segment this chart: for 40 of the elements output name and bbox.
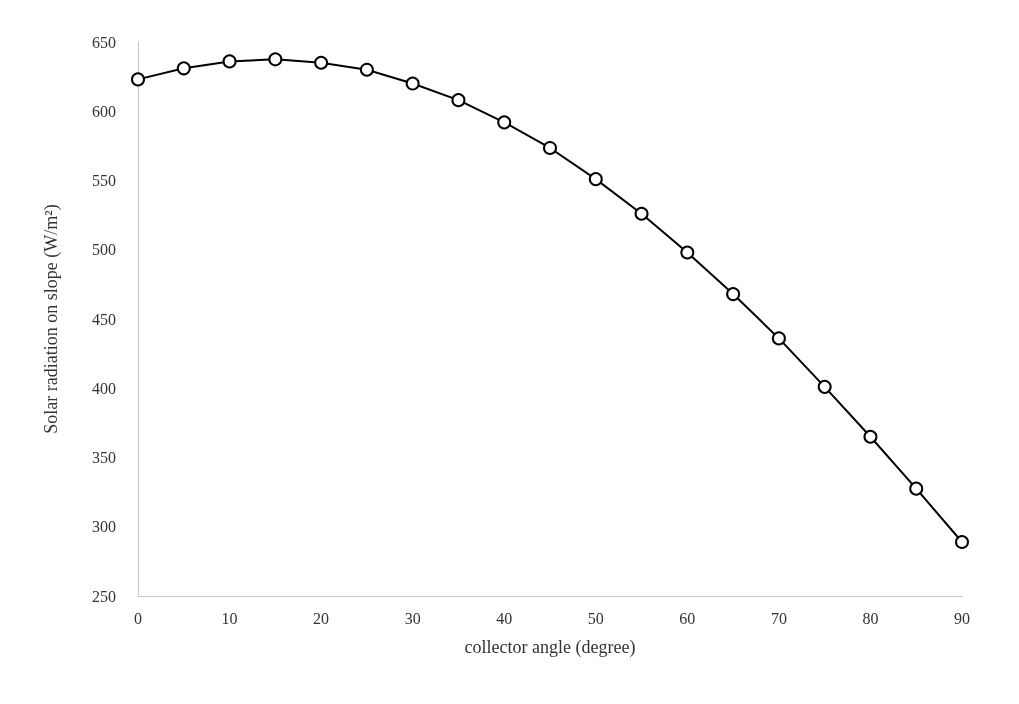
point (863, 429, 878, 444)
y-tick-label: 650 (92, 33, 116, 51)
point (909, 481, 924, 496)
x-tick-label: 20 (313, 609, 330, 627)
y-axis-title: Solar radiation on slope (W/m²) (41, 204, 62, 434)
y-tick-label: 350 (92, 449, 116, 466)
y-tick-label: 500 (92, 241, 116, 259)
point (726, 287, 741, 302)
point (314, 55, 329, 70)
y-tick-label: 600 (92, 102, 116, 120)
x-tick-label: 40 (496, 609, 513, 627)
x-tick-label: 0 (134, 609, 142, 627)
point (176, 61, 191, 76)
point (268, 52, 283, 67)
y-tick-label: 400 (92, 379, 116, 397)
y-tick-label: 550 (92, 172, 116, 189)
point (771, 331, 786, 346)
point (405, 76, 420, 91)
x-axis-title: collector angle (degree) (464, 637, 636, 658)
point (131, 72, 145, 87)
point (222, 54, 237, 69)
point (680, 245, 695, 260)
point (817, 379, 832, 394)
point (359, 62, 374, 77)
x-tick-label: 90 (954, 609, 970, 627)
point (497, 115, 512, 130)
x-tick-label: 80 (862, 609, 879, 627)
x-tick-label: 70 (770, 609, 787, 627)
point (634, 206, 649, 221)
point (543, 140, 557, 155)
y-tick-label: 250 (92, 587, 116, 605)
point (955, 534, 969, 549)
x-tick-label: 30 (404, 609, 421, 627)
x-tick-label: 10 (221, 609, 238, 627)
y-tick-label: 300 (92, 518, 116, 536)
x-tick-label: 60 (679, 609, 696, 627)
point (451, 93, 466, 108)
point (588, 172, 603, 187)
x-tick-label: 50 (587, 609, 604, 627)
y-tick-label: 450 (92, 310, 116, 328)
